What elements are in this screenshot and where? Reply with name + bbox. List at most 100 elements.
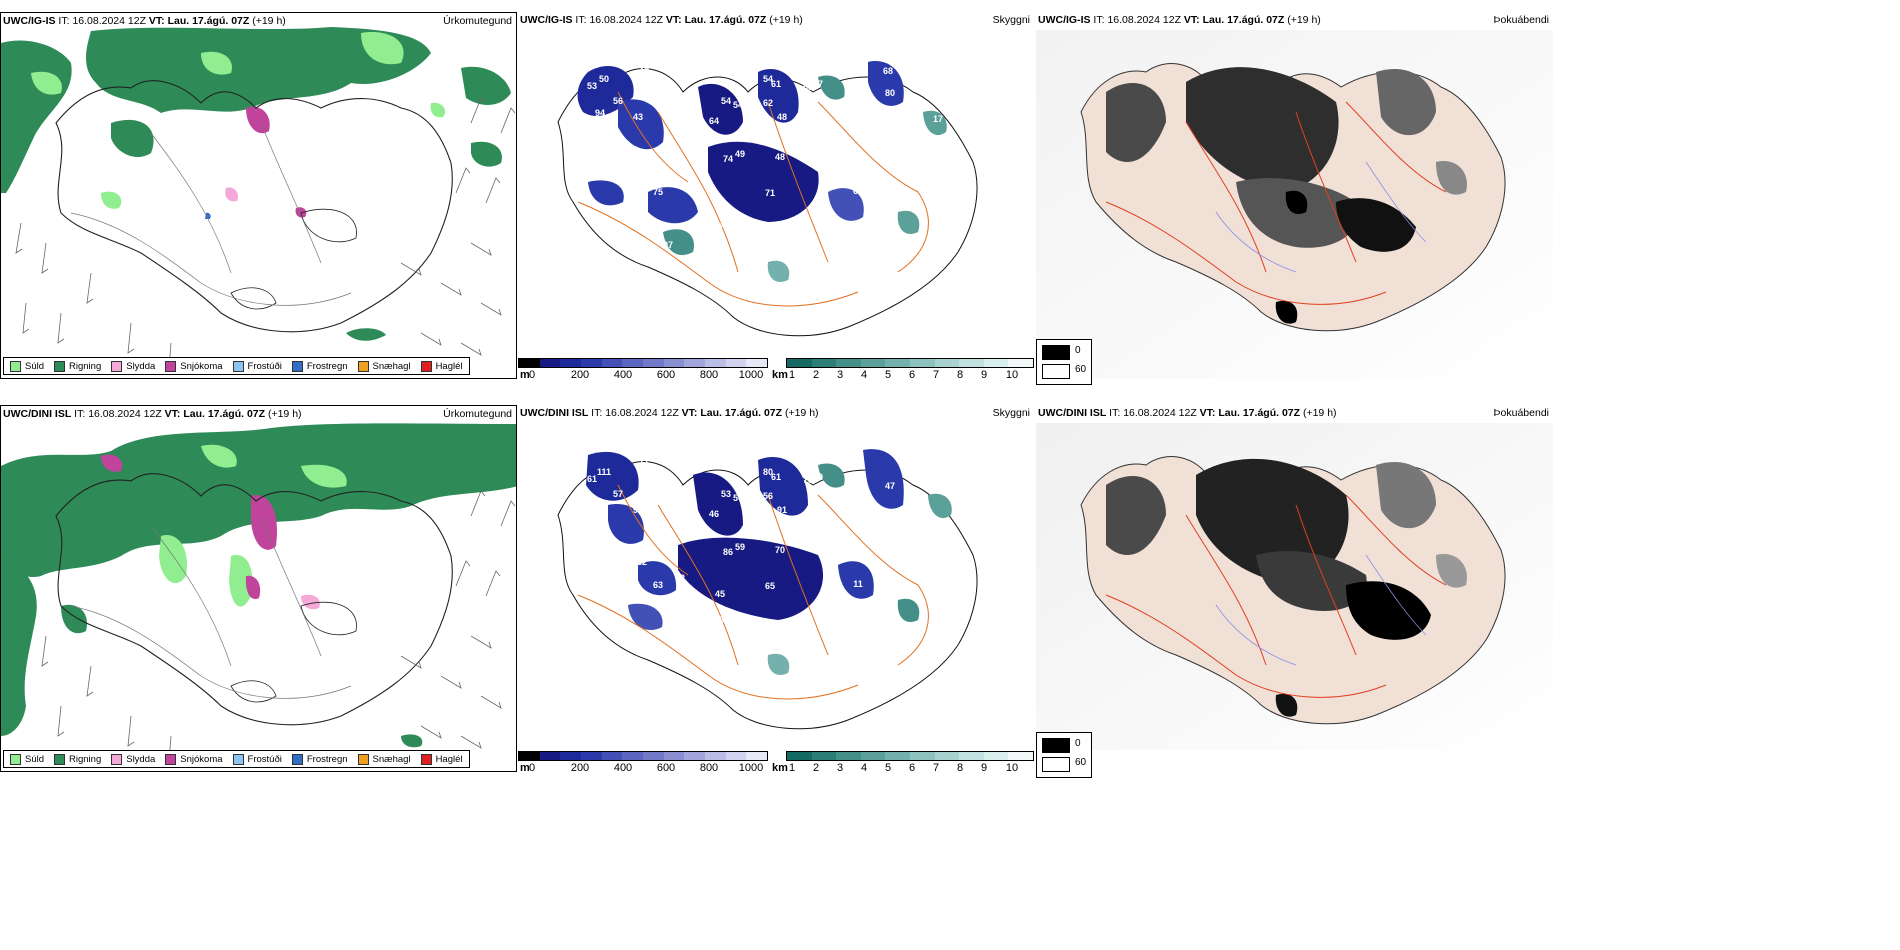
visibility-colorbar-swatches (786, 358, 1034, 368)
cloudbase-label: 71 (765, 188, 775, 198)
cloudbase-label: 91 (777, 505, 787, 515)
precip-type-label-bottom: Úrkomutegund (443, 408, 512, 420)
cloudbase-label: 75 (653, 187, 663, 197)
cloudbase-label: 72 (675, 573, 685, 583)
visibility-tick: 3 (836, 369, 844, 381)
cloudbase-label: 48 (775, 152, 785, 162)
cloudbase-tick: 400 (613, 762, 633, 774)
cloudbase-label: 94 (633, 505, 643, 515)
cloudbase-label: 73 (868, 174, 878, 184)
cloudbase-tick: 0 (528, 762, 536, 774)
cloudbase-tick: 800 (699, 762, 719, 774)
cloudbase-label: 80 (885, 88, 895, 98)
cloudbase-label: 66 (635, 595, 645, 605)
cloudbase-label: 23 (869, 44, 879, 54)
legend-item: Slydda (111, 360, 155, 372)
legend-item: Frostregn (291, 360, 348, 372)
legend-item: Frostúði (232, 753, 282, 765)
visibility-colorbar-bottom: km 1 2 3 4 5 6 7 8 9 10 (772, 751, 1034, 775)
cloudbase-tick: 200 (570, 369, 590, 381)
cloudbase-label: 46 (709, 509, 719, 519)
visibility-tick: 2 (812, 369, 820, 381)
visibility-tick: 4 (860, 369, 868, 381)
precip-legend-top: Súld Rigning Slydda Snjókoma Frostúði Fr… (3, 357, 470, 375)
cloudbase-label: 67 (813, 79, 823, 89)
fog-legend-bottom: 0 60 (1036, 732, 1092, 778)
cloudbase-label: 61 (587, 474, 597, 484)
cloudbase-label: 54 (733, 100, 743, 110)
fog-type-label-top: Þokuábendi (1493, 14, 1549, 26)
visibility-panel-bottom: 58 71 61 111 57 59 94 56 62 63 66 72 53 86 65 45 74 56 52 8… (518, 405, 1034, 750)
cloudbase-label: 68 (883, 66, 893, 76)
fog-legend-black-label: 0 (1075, 345, 1081, 356)
legend-item: Snæhagl (357, 753, 411, 765)
cloudbase-label: 50 (733, 493, 743, 503)
legend-item: Rigning (54, 753, 101, 765)
cloudbase-label: 43 (633, 112, 643, 122)
visibility-panel-top: 67 39 53 50 56 60 43 77 88 75 63 41 54 74 71 73 52 72 97 94… (518, 12, 1034, 357)
cloudbase-label: 55 (803, 82, 813, 92)
cloudbase-label: 52 (663, 633, 673, 643)
visibility-tick: 10 (1005, 369, 1019, 381)
cloudbase-label: 72 (719, 222, 729, 232)
fog-panel-top: UWC/IG-IS IT: 16.08.2024 12Z VT: Lau. 17… (1036, 12, 1553, 379)
cloudbase-label: 60 (665, 92, 675, 102)
cloudbase-label: 61 (771, 472, 781, 482)
visibility-tick: 6 (908, 762, 916, 774)
cloudbase-label: 56 (719, 615, 729, 625)
cloudbase-label: 97 (663, 240, 673, 250)
visibility-title-top: UWC/IG-IS IT: 16.08.2024 12Z VT: Lau. 17… (520, 14, 803, 26)
visibility-tick: 5 (884, 369, 892, 381)
cloudbase-label: 70 (775, 545, 785, 555)
visibility-colorbar-swatches (786, 751, 1034, 761)
cloudbase-label: 58 (631, 439, 641, 449)
cloudbase-label: 86 (723, 547, 733, 557)
cloudbase-label: 17 (933, 114, 943, 124)
precip-panel-bottom: UWC/DINI ISL IT: 16.08.2024 12Z VT: Lau.… (0, 405, 517, 772)
legend-item: Haglél (420, 753, 463, 765)
fog-map-bottom (1036, 423, 1553, 750)
cloudbase-label: 56 (613, 96, 623, 106)
visibility-tick: 1 (788, 762, 796, 774)
cloudbase-label: 54 (721, 96, 731, 106)
visibility-tick: 9 (980, 762, 988, 774)
cloudbase-label: 53 (587, 81, 597, 91)
cloudbase-label: 66 (853, 186, 863, 196)
legend-item: Snæhagl (357, 360, 411, 372)
cloudbase-label: 45 (715, 589, 725, 599)
cloudbase-label: 52 (869, 437, 879, 447)
cloudbase-label: 47 (885, 481, 895, 491)
precip-type-label-top: Úrkomutegund (443, 15, 512, 27)
cloudbase-unit: m (520, 369, 530, 381)
fog-title-bottom: UWC/DINI ISL IT: 16.08.2024 12Z VT: Lau.… (1038, 407, 1337, 419)
cloudbase-label: 88 (637, 164, 647, 174)
cloudbase-label: 52 (703, 214, 713, 224)
cloudbase-tick: 400 (613, 369, 633, 381)
cloudbase-label: 63 (635, 202, 645, 212)
visibility-tick: 10 (1005, 762, 1019, 774)
legend-item: Slydda (111, 753, 155, 765)
cloudbase-colorbar-bottom: m 0 200 400 600 800 1000 (518, 751, 768, 775)
cloudbase-tick: 200 (570, 762, 590, 774)
visibility-tick: 6 (908, 369, 916, 381)
precip-title-top: UWC/IG-IS IT: 16.08.2024 12Z VT: Lau. 17… (3, 15, 286, 27)
fog-type-label-bottom: Þokuábendi (1493, 407, 1549, 419)
cloudbase-label: 62 (763, 98, 773, 108)
fog-legend-top: 0 60 (1036, 339, 1092, 385)
cloudbase-label: 75 (803, 475, 813, 485)
visibility-tick: 7 (932, 762, 940, 774)
legend-item: Haglél (420, 360, 463, 372)
precip-map-bottom (1, 406, 516, 771)
cloudbase-colorbar-swatches (518, 751, 768, 761)
fog-title-top: UWC/IG-IS IT: 16.08.2024 12Z VT: Lau. 17… (1038, 14, 1321, 26)
cloudbase-label: 53 (721, 489, 731, 499)
cloudbase-label: 50 (599, 74, 609, 84)
cloudbase-label: 61 (771, 79, 781, 89)
precip-title-bottom: UWC/DINI ISL IT: 16.08.2024 12Z VT: Lau.… (3, 408, 302, 420)
cloudbase-label: 71 (639, 457, 649, 467)
visibility-unit: km (772, 369, 788, 381)
visibility-colorbar-top: km 1 2 3 4 5 6 7 8 9 10 (772, 358, 1034, 382)
